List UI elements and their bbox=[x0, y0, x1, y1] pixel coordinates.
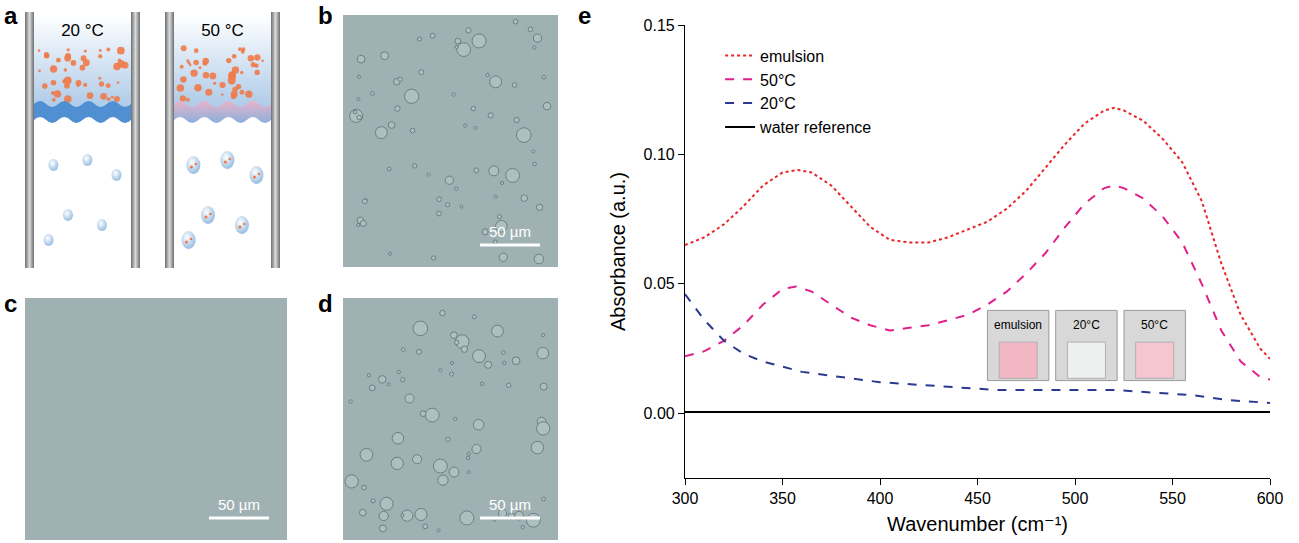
svg-text:Absorbance (a.u.): Absorbance (a.u.) bbox=[607, 172, 629, 331]
svg-text:500: 500 bbox=[1062, 490, 1089, 507]
svg-text:20 °C: 20 °C bbox=[61, 21, 104, 40]
svg-text:water reference: water reference bbox=[759, 119, 871, 136]
svg-text:emulsion: emulsion bbox=[760, 48, 824, 65]
html-text:a: a bbox=[4, 2, 18, 29]
svg-text:550: 550 bbox=[1159, 490, 1186, 507]
svg-text:600: 600 bbox=[1257, 490, 1284, 507]
svg-text:0.05: 0.05 bbox=[644, 275, 675, 292]
svg-text:50°C: 50°C bbox=[760, 72, 796, 89]
svg-text:50°C: 50°C bbox=[1141, 318, 1168, 332]
svg-text:50 µm: 50 µm bbox=[489, 496, 531, 513]
svg-text:Wavenumber (cm⁻¹): Wavenumber (cm⁻¹) bbox=[887, 513, 1068, 535]
html-text:c: c bbox=[4, 290, 18, 317]
svg-text:50 °C: 50 °C bbox=[201, 21, 244, 40]
svg-text:20°C: 20°C bbox=[760, 95, 796, 112]
svg-text:50 µm: 50 µm bbox=[489, 223, 531, 240]
svg-text:0.00: 0.00 bbox=[644, 405, 675, 422]
svg-text:20°C: 20°C bbox=[1073, 318, 1100, 332]
html-text:d: d bbox=[318, 290, 333, 317]
html-text:e: e bbox=[578, 2, 592, 29]
svg-text:300: 300 bbox=[672, 490, 699, 507]
svg-text:50 µm: 50 µm bbox=[218, 496, 260, 513]
svg-text:350: 350 bbox=[769, 490, 796, 507]
svg-text:emulsion: emulsion bbox=[994, 318, 1042, 332]
html-text:b: b bbox=[318, 2, 333, 29]
svg-text:450: 450 bbox=[964, 490, 991, 507]
svg-text:0.10: 0.10 bbox=[644, 146, 675, 163]
svg-text:0.15: 0.15 bbox=[644, 17, 675, 34]
svg-text:400: 400 bbox=[867, 490, 894, 507]
